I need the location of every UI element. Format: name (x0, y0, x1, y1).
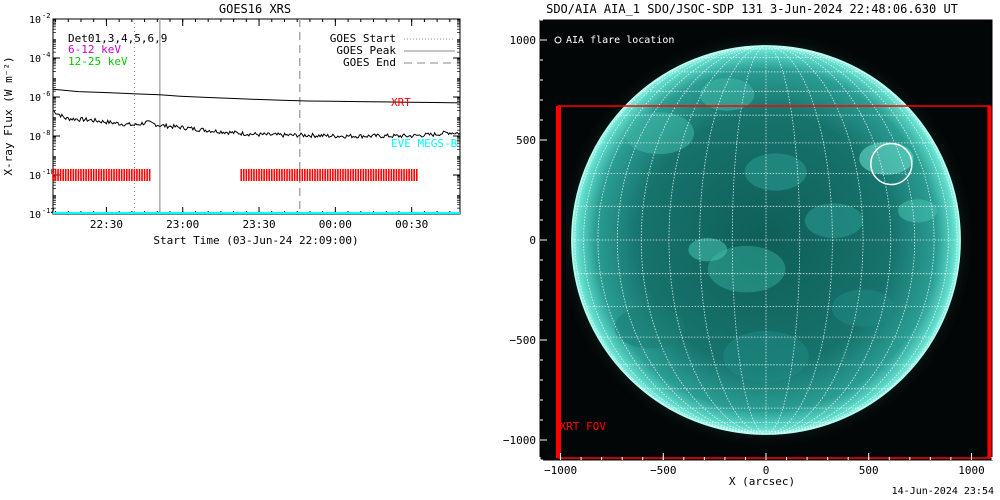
active-region (699, 78, 755, 111)
goes-y-tick-label: 10 (29, 210, 41, 221)
goes-y-tick-exponent: -6 (42, 90, 50, 98)
longitude-line (616, 45, 767, 435)
aia-x-tick-label: −500 (650, 464, 677, 477)
goes-annotation-eve-megs-b: EVE MEGS-B (391, 137, 458, 150)
active-region (898, 199, 937, 223)
goes-y-tick-label: 10 (29, 171, 41, 182)
aia-y-tick-label: 1000 (510, 34, 537, 47)
goes-annotation-detectors: Det01,3,4,5,6,9 (68, 32, 167, 45)
goes-xrs-chart: GOES16 XRS 22:30 23:00 23:30 00:00 00:30 10-… (2, 2, 461, 247)
aia-x-tick-label: 500 (859, 464, 879, 477)
goes-short-channel-line (52, 110, 461, 140)
goes-y-axis-label: X-ray Flux (W m⁻²) (2, 56, 15, 175)
aia-image-chart: SDO/AIA AIA_1 SDO/JSOC-SDP 131 3-Jun-202… (503, 2, 993, 488)
active-region (723, 330, 809, 383)
goes-x-tick-label: 23:30 (242, 218, 275, 231)
goes-chart-title: GOES16 XRS (219, 2, 291, 16)
longitude-line (765, 45, 864, 435)
longitude-line (765, 45, 916, 435)
longitude-line (765, 45, 949, 435)
longitude-line (583, 45, 767, 435)
aia-y-tick-label: −1000 (503, 434, 536, 447)
longitude-line (574, 45, 767, 435)
aia-y-tick-label: 500 (516, 134, 536, 147)
goes-axes (53, 18, 460, 215)
goes-event-lines (133, 19, 301, 214)
longitude-line (731, 45, 767, 435)
longitude-line (765, 45, 935, 435)
aia-axes (539, 19, 993, 461)
longitude-line (668, 45, 767, 435)
longitude-line (765, 45, 892, 435)
active-region (688, 238, 728, 262)
flare-legend-marker (554, 36, 562, 44)
goes-x-tick-label: 00:00 (319, 218, 352, 231)
goes-y-tick-exponent: -2 (42, 12, 50, 20)
legend-label-goes-peak: GOES Peak (336, 44, 396, 57)
legend-label-goes-start: GOES Start (330, 32, 396, 45)
goes-long-channel-line (52, 88, 461, 104)
aia-x-tick-label: 0 (763, 464, 770, 477)
flare-legend-label: AIA flare location (566, 35, 674, 46)
aia-y-tick-label: −500 (510, 334, 537, 347)
active-region (832, 289, 895, 327)
active-regions (614, 78, 937, 383)
goes-annotation-xrt: XRT (391, 96, 411, 109)
goes-y-tick-exponent: -8 (42, 129, 50, 137)
solar-limb (571, 45, 961, 435)
longitude-line (640, 45, 767, 435)
goes-x-tick-labels: 22:30 23:00 23:30 00:00 00:30 (90, 218, 428, 231)
longitude-line (765, 45, 833, 435)
longitude-line (765, 45, 958, 435)
goes-x-tick-label: 00:30 (395, 218, 428, 231)
goes-y-tick-label: 10 (29, 93, 41, 104)
active-region (859, 142, 914, 175)
active-region (624, 112, 695, 155)
render-timestamp: 14-Jun-2024 23:54 (891, 486, 994, 497)
aia-flare-location-marker (870, 142, 913, 186)
aia-y-tick-labels: −1000 −500 0 500 1000 (503, 34, 536, 447)
goes-annotation-6-12kev: 6-12 keV (68, 43, 121, 56)
goes-legend: GOES Start GOES Peak GOES End (330, 32, 455, 69)
aia-chart-title: SDO/AIA AIA_1 SDO/JSOC-SDP 131 3-Jun-202… (546, 2, 958, 16)
aia-y-tick-label: 0 (529, 234, 536, 247)
aia-x-tick-label: −1000 (544, 464, 577, 477)
active-region (804, 203, 864, 239)
goes-y-tick-exponent: -12 (42, 207, 55, 215)
goes-series (52, 88, 461, 140)
goes-y-tick-exponent: -10 (42, 168, 55, 176)
xrt-coverage-bars (52, 169, 418, 181)
goes-y-tick-label: 10 (29, 132, 41, 143)
legend-label-goes-end: GOES End (343, 56, 396, 69)
goes-annotation-12-25kev: 12-25 keV (68, 55, 128, 68)
aia-x-tick-labels: −1000 −500 0 500 1000 (544, 464, 985, 477)
aia-x-tick-label: 1000 (958, 464, 985, 477)
longitude-line (765, 45, 801, 435)
longitude-line (699, 45, 767, 435)
aia-x-axis-label: X (arcsec) (729, 475, 795, 488)
goes-y-tick-exponent: -4 (42, 51, 50, 59)
goes-y-tick-label: 10 (29, 54, 41, 65)
active-region (744, 153, 807, 191)
goes-x-tick-label: 23:00 (166, 218, 199, 231)
xrt-fov-label: XRT FOV (559, 420, 606, 433)
active-region (614, 306, 685, 349)
goes-x-axis-label: Start Time (03-Jun-24 22:09:00) (153, 234, 358, 247)
goes-y-tick-label: 10 (29, 15, 41, 26)
goes-x-tick-label: 22:30 (90, 218, 123, 231)
longitude-line (597, 45, 767, 435)
